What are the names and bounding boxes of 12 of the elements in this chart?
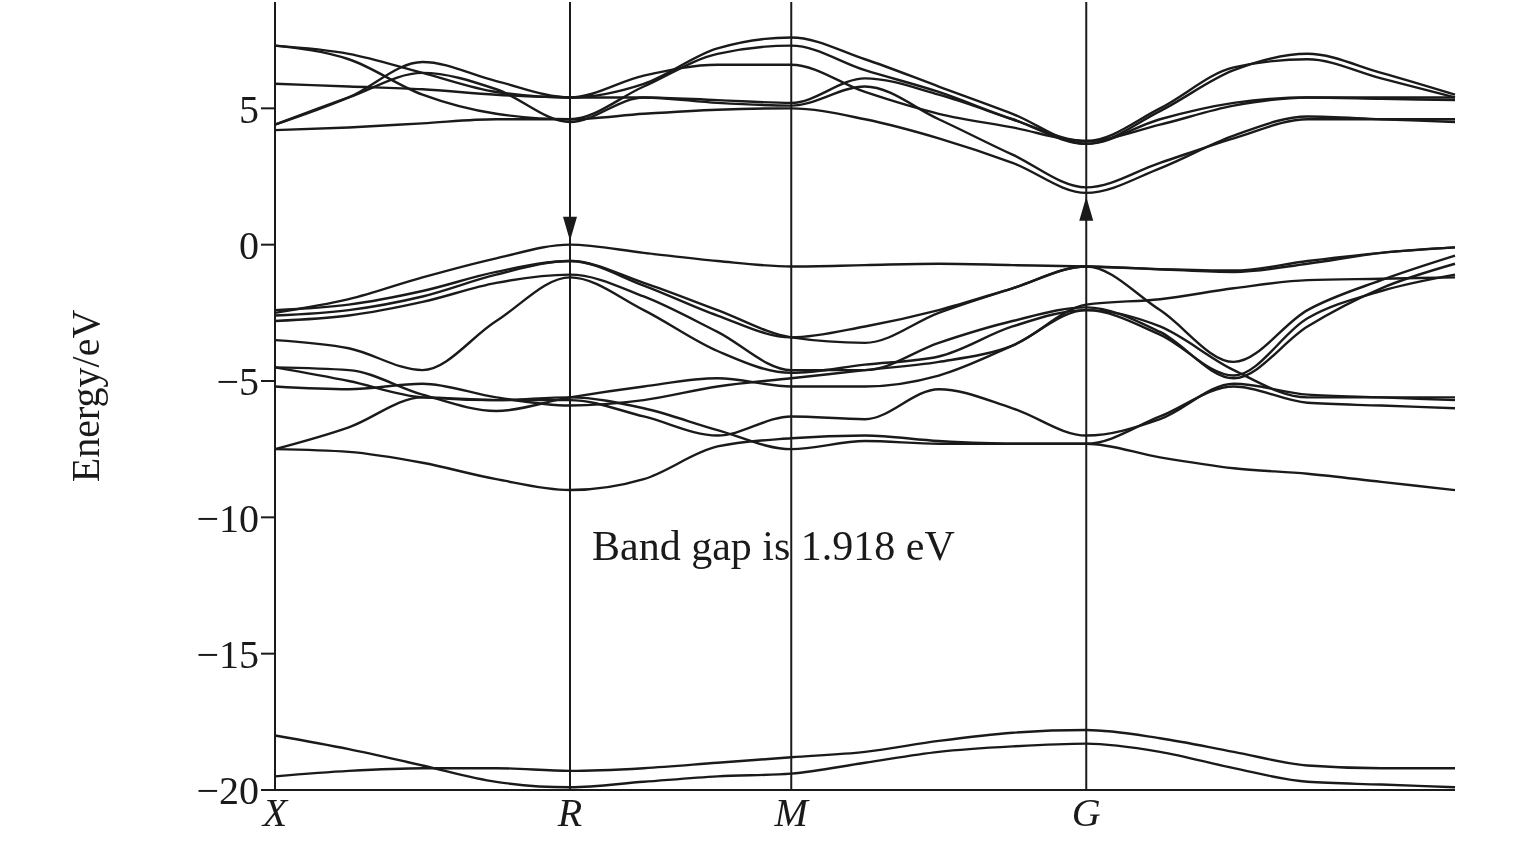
- annotation: Band gap is 1.918 eV: [592, 522, 955, 570]
- x-tick-label: X: [260, 790, 289, 836]
- y-tick-label: −15: [196, 631, 259, 677]
- y-tick-label: 5: [239, 86, 259, 132]
- x-tick-label: R: [556, 790, 583, 836]
- y-tick-label: −10: [196, 495, 259, 541]
- y-axis-title: Energy/eV: [63, 309, 109, 483]
- y-tick-label: 0: [239, 222, 259, 268]
- y-tick-label: −5: [216, 359, 259, 405]
- y-tick-label: −20: [196, 768, 259, 814]
- x-tick-label: M: [773, 790, 811, 836]
- x-tick-label: G: [1071, 790, 1101, 836]
